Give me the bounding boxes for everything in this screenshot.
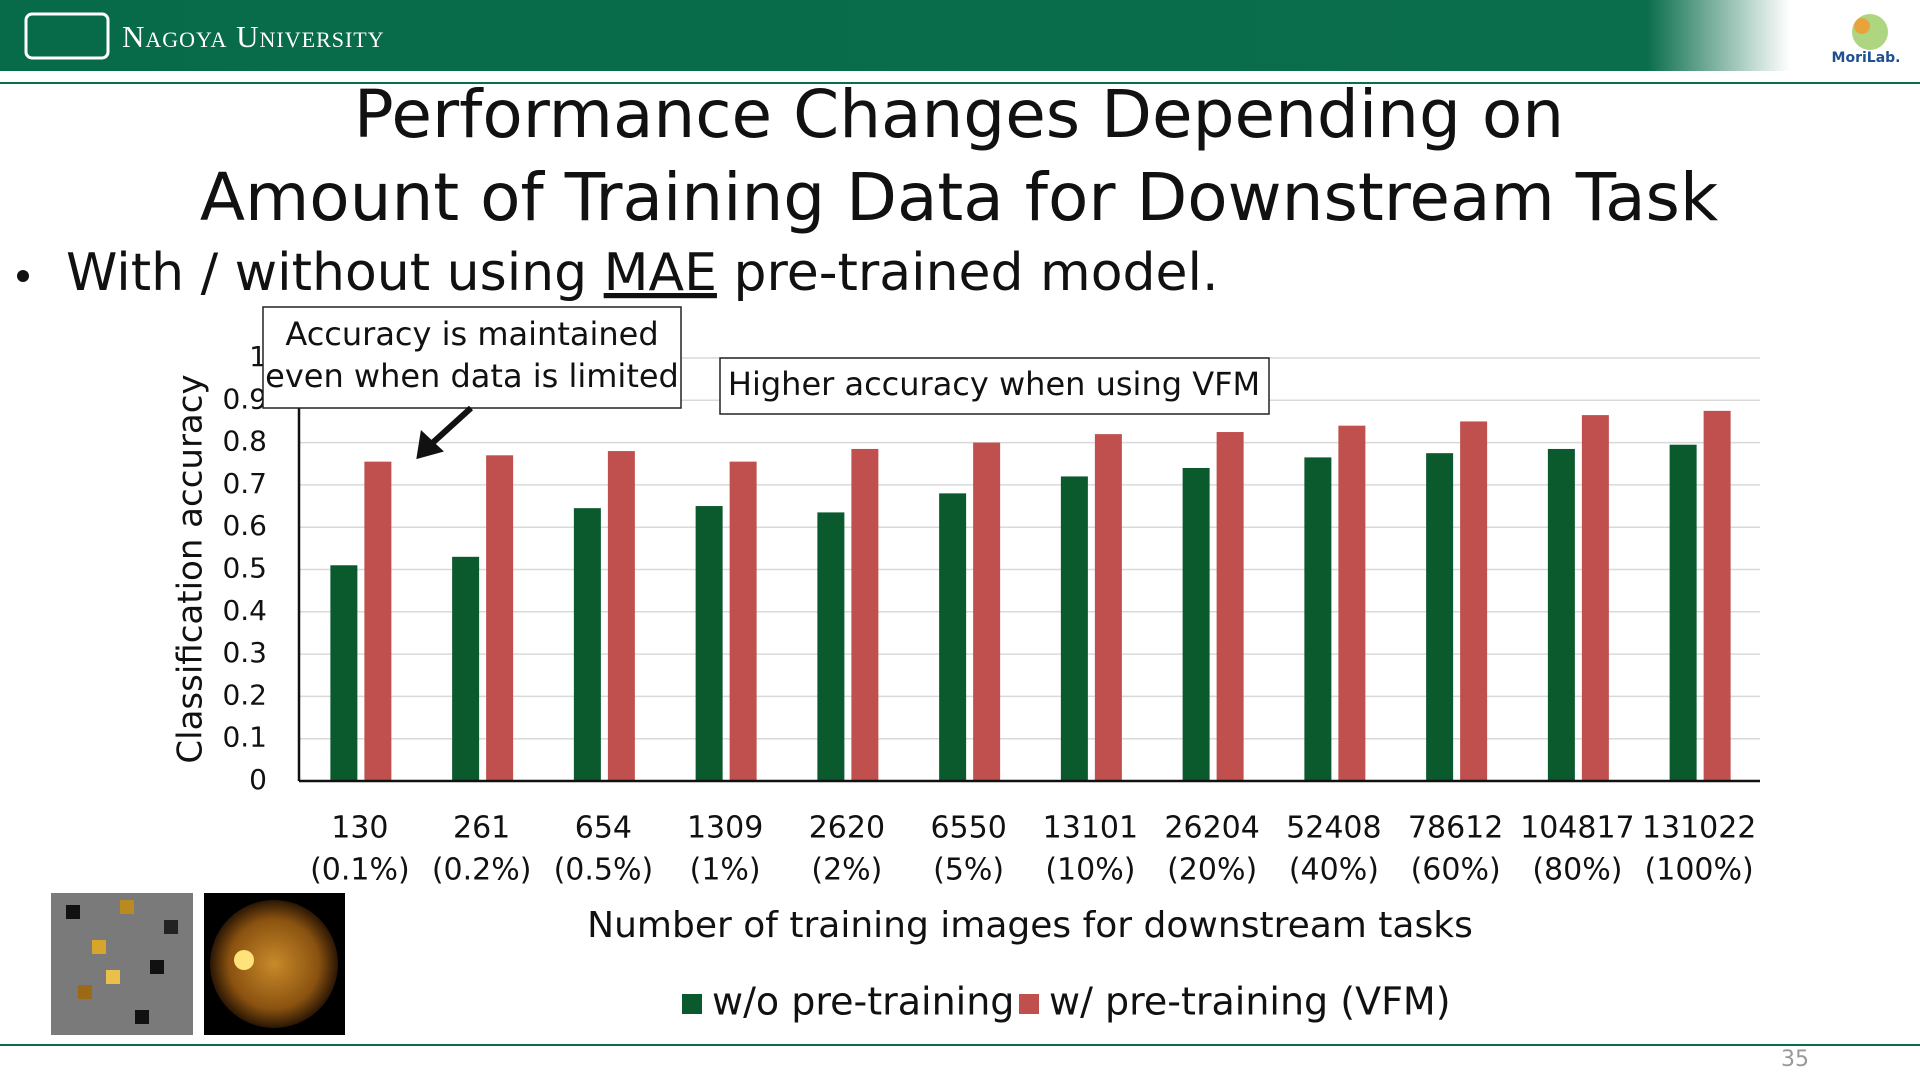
y-tick-label: 0.5 [222, 552, 267, 585]
lab-name: MoriLab. [1832, 50, 1901, 66]
y-tick-label: 0.9 [222, 382, 267, 415]
y-tick-label: 0.6 [222, 509, 267, 542]
y-axis-title: Classification accuracy [171, 374, 211, 763]
annotation: even when data is limited [265, 357, 679, 395]
annotation-box [719, 357, 1270, 415]
masked-image [51, 893, 193, 1035]
title-line: Amount of Training Data for Downstream T… [200, 159, 1719, 236]
bar [1060, 476, 1088, 781]
bar [1338, 425, 1366, 781]
x-tick-label: 52408 [1286, 811, 1381, 846]
plot: 00.10.20.30.40.50.60.70.80.91Classificat… [171, 340, 1760, 1024]
legend-swatch [682, 994, 702, 1014]
bar [1581, 415, 1609, 781]
legend-label: w/ pre-training (VFM) [1049, 980, 1451, 1024]
y-tick-label: 0.1 [222, 721, 267, 754]
legend-label: w/o pre-training [712, 980, 1014, 1024]
bar [817, 512, 845, 781]
fundus [210, 900, 338, 1028]
title-line: Performance Changes Depending on [354, 76, 1564, 153]
university-name: Nagoya University [122, 19, 385, 54]
x-tick-label: (0.5%) [554, 853, 654, 888]
x-tick-label: 654 [575, 811, 632, 846]
x-tick-label: (80%) [1532, 853, 1622, 888]
lab-logo [1852, 14, 1888, 50]
y-tick-label: 0 [249, 763, 267, 796]
bar [486, 455, 514, 781]
university-logo [24, 12, 110, 60]
bar [1216, 432, 1244, 781]
annotation-arrow [416, 405, 474, 460]
optic-disc [234, 950, 254, 970]
annotation: Accuracy is maintained [285, 315, 658, 353]
bar [1094, 434, 1122, 781]
x-tick-label: 261 [453, 811, 510, 846]
x-tick-label: (20%) [1167, 853, 1257, 888]
bar [1703, 410, 1731, 781]
bar [1182, 467, 1210, 781]
x-tick-label: 6550 [930, 811, 1006, 846]
bar [973, 442, 1001, 781]
y-tick-label: 0.8 [222, 425, 267, 458]
x-tick-label: (60%) [1411, 853, 1501, 888]
x-tick-label: 130 [331, 811, 388, 846]
x-tick-label: (0.2%) [432, 853, 532, 888]
bar [695, 506, 723, 781]
annotation: Higher accuracy when using VFM [728, 365, 1260, 403]
bullet-part: pre-trained model. [717, 243, 1219, 303]
bar [1669, 444, 1697, 781]
header-bar [0, 0, 1790, 71]
y-tick-label: 0.3 [222, 636, 267, 669]
x-tick-label: 104817 [1520, 811, 1635, 846]
x-tick-label: (1%) [690, 853, 761, 888]
bar [939, 493, 967, 781]
bar [573, 508, 601, 781]
x-tick-label: (40%) [1289, 853, 1379, 888]
bullet-part: MAE [604, 243, 717, 303]
bar [1426, 453, 1454, 781]
bar [452, 556, 480, 781]
bar [364, 461, 392, 781]
x-tick-label: 1309 [687, 811, 763, 846]
bar [1304, 457, 1332, 781]
x-tick-label: (5%) [933, 853, 1004, 888]
x-tick-label: 2620 [809, 811, 885, 846]
bar [1547, 448, 1575, 781]
annotation-box [262, 306, 682, 409]
y-tick-label: 0.7 [222, 467, 267, 500]
bar [851, 448, 879, 781]
bullet-part: With / without using [66, 243, 604, 303]
bar [729, 461, 757, 781]
x-tick-label: (2%) [811, 853, 882, 888]
x-tick-label: 26204 [1164, 811, 1259, 846]
bar [330, 565, 358, 781]
x-tick-label: (0.1%) [310, 853, 410, 888]
x-tick-label: (100%) [1645, 853, 1754, 888]
bullet-text: With / without using MAE pre-trained mod… [66, 243, 1219, 303]
y-tick-label: 0.2 [222, 678, 267, 711]
y-tick-label: 0.4 [222, 594, 267, 627]
x-tick-label: 78612 [1408, 811, 1503, 846]
page-number: 35 [1781, 1047, 1809, 1072]
x-axis-title: Number of training images for downstream… [587, 905, 1473, 946]
x-tick-label: 13101 [1043, 811, 1138, 846]
legend-swatch [1019, 994, 1039, 1014]
bullet-dot [17, 270, 29, 282]
x-tick-label: 131022 [1642, 811, 1757, 846]
bar [1460, 421, 1488, 781]
bar [607, 451, 635, 781]
x-tick-label: (10%) [1045, 853, 1135, 888]
